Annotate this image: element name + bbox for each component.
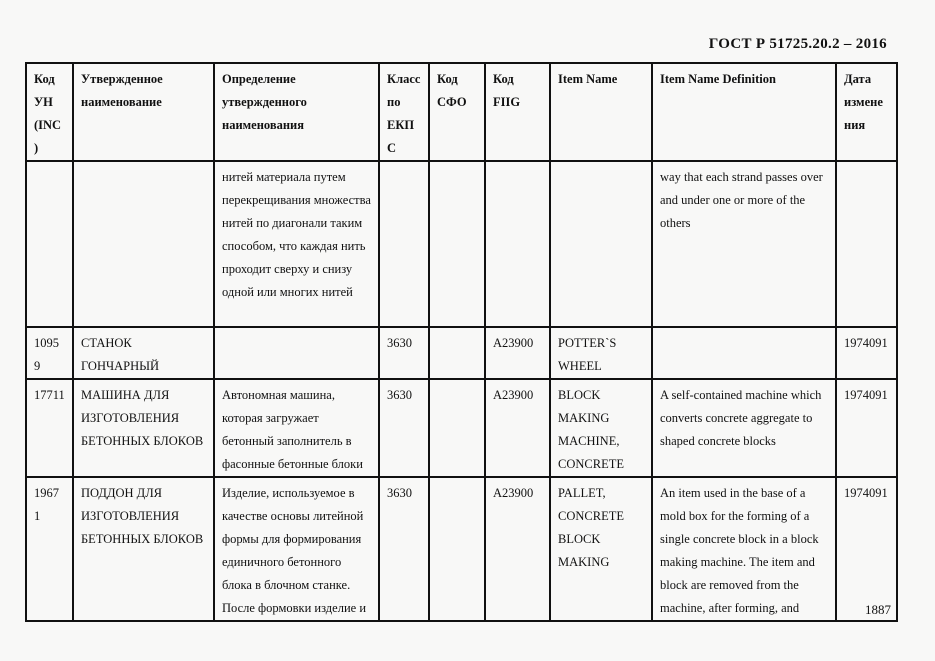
gost-item-table: Код УН (INC) Утвержденное наименование О… <box>25 62 898 622</box>
table-cell: POTTER`S WHEEL <box>549 326 653 380</box>
table-cell: A23900 <box>484 326 551 380</box>
header-cell-sfo-code: Код СФО <box>428 62 486 162</box>
table-cell <box>428 378 486 478</box>
header-cell-definition: Определение утвержденного наименования <box>213 62 380 162</box>
table-cell <box>213 326 380 380</box>
table-cell <box>549 160 653 328</box>
table-cell <box>25 160 74 328</box>
table-cell <box>378 160 430 328</box>
table-cell: Изделие, используемое в качестве основы … <box>213 476 380 622</box>
table-cell: нитей материала путем перекрещивания мно… <box>213 160 380 328</box>
table-cell: 3630 <box>378 378 430 478</box>
header-cell-approved-name: Утвержденное наименование <box>72 62 215 162</box>
header-cell-item-name: Item Name <box>549 62 653 162</box>
header-cell-fiig-code: Код FIIG <box>484 62 551 162</box>
table-row: нитей материала путем перекрещивания мно… <box>25 160 898 328</box>
table-cell: МАШИНА ДЛЯ ИЗГОТОВЛЕНИЯ БЕТОННЫХ БЛОКОВ <box>72 378 215 478</box>
table-cell: An item used in the base of a mold box f… <box>651 476 837 622</box>
table-cell: way that each strand passes over and und… <box>651 160 837 328</box>
table-cell <box>72 160 215 328</box>
table-cell: 1974091 <box>835 476 898 622</box>
table-cell <box>428 326 486 380</box>
table-cell: СТАНОК ГОНЧАРНЫЙ <box>72 326 215 380</box>
table-cell: Автономная машина, которая загружает бет… <box>213 378 380 478</box>
table-cell: PALLET, CONCRETE BLOCK MAKING <box>549 476 653 622</box>
table-cell <box>651 326 837 380</box>
header-cell-ekps-class: Класс по ЕКПС <box>378 62 430 162</box>
header-cell-change-date: Дата изменения <box>835 62 898 162</box>
table-cell <box>428 476 486 622</box>
table-cell: 3630 <box>378 476 430 622</box>
table-cell <box>428 160 486 328</box>
table-row: 10959 СТАНОК ГОНЧАРНЫЙ 3630 A23900 POTTER`S … <box>25 326 898 380</box>
table-cell <box>835 160 898 328</box>
table-cell: ПОДДОН ДЛЯ ИЗГОТОВЛЕНИЯ БЕТОННЫХ БЛОКОВ <box>72 476 215 622</box>
table-cell: 3630 <box>378 326 430 380</box>
table-header-row: Код УН (INC) Утвержденное наименование О… <box>25 62 898 162</box>
table-cell <box>484 160 551 328</box>
header-cell-inc-code: Код УН (INC) <box>25 62 74 162</box>
table-cell: 1974091 <box>835 326 898 380</box>
document-title: ГОСТ Р 51725.20.2 – 2016 <box>708 36 887 52</box>
table-cell: 17711 <box>25 378 74 478</box>
table-cell: BLOCK MAKING MACHINE, CONCRETE <box>549 378 653 478</box>
page-number: 1887 <box>865 602 891 617</box>
table-cell: A23900 <box>484 476 551 622</box>
table-row: 19671 ПОДДОН ДЛЯ ИЗГОТОВЛЕНИЯ БЕТОННЫХ БЛ… <box>25 476 898 622</box>
table-cell: 19671 <box>25 476 74 622</box>
header-cell-item-name-def: Item Name Definition <box>651 62 837 162</box>
table-cell: 1974091 <box>835 378 898 478</box>
table-row: 17711 МАШИНА ДЛЯ ИЗГОТОВЛЕНИЯ БЕТОННЫХ БЛ… <box>25 378 898 478</box>
table-cell: A23900 <box>484 378 551 478</box>
table-cell: A self-contained machine which converts … <box>651 378 837 478</box>
table-cell: 10959 <box>25 326 74 380</box>
